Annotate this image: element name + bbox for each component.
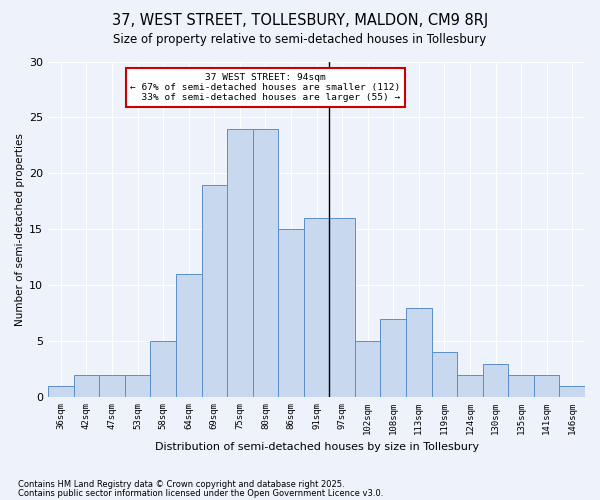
Text: Size of property relative to semi-detached houses in Tollesbury: Size of property relative to semi-detach… (113, 32, 487, 46)
Bar (151, 341, 176, 397)
Bar (559, 386, 585, 397)
Bar (355, 341, 380, 397)
Bar (99, 374, 125, 397)
Bar (508, 374, 534, 397)
Bar (431, 352, 457, 397)
Bar (534, 374, 559, 397)
Bar (227, 128, 253, 397)
Bar (176, 274, 202, 397)
Text: 37, WEST STREET, TOLLESBURY, MALDON, CM9 8RJ: 37, WEST STREET, TOLLESBURY, MALDON, CM9… (112, 12, 488, 28)
X-axis label: Distribution of semi-detached houses by size in Tollesbury: Distribution of semi-detached houses by … (155, 442, 479, 452)
Bar (483, 364, 508, 397)
Y-axis label: Number of semi-detached properties: Number of semi-detached properties (15, 133, 25, 326)
Bar (202, 184, 227, 397)
Text: Contains HM Land Registry data © Crown copyright and database right 2025.: Contains HM Land Registry data © Crown c… (18, 480, 344, 489)
Bar (406, 308, 431, 397)
Bar (125, 374, 151, 397)
Bar (278, 230, 304, 397)
Bar (380, 319, 406, 397)
Text: Contains public sector information licensed under the Open Government Licence v3: Contains public sector information licen… (18, 488, 383, 498)
Bar (253, 128, 278, 397)
Bar (48, 386, 74, 397)
Text: 37 WEST STREET: 94sqm
← 67% of semi-detached houses are smaller (112)
  33% of s: 37 WEST STREET: 94sqm ← 67% of semi-deta… (130, 72, 401, 102)
Bar (457, 374, 483, 397)
Bar (304, 218, 329, 397)
Bar (329, 218, 355, 397)
Bar (74, 374, 99, 397)
